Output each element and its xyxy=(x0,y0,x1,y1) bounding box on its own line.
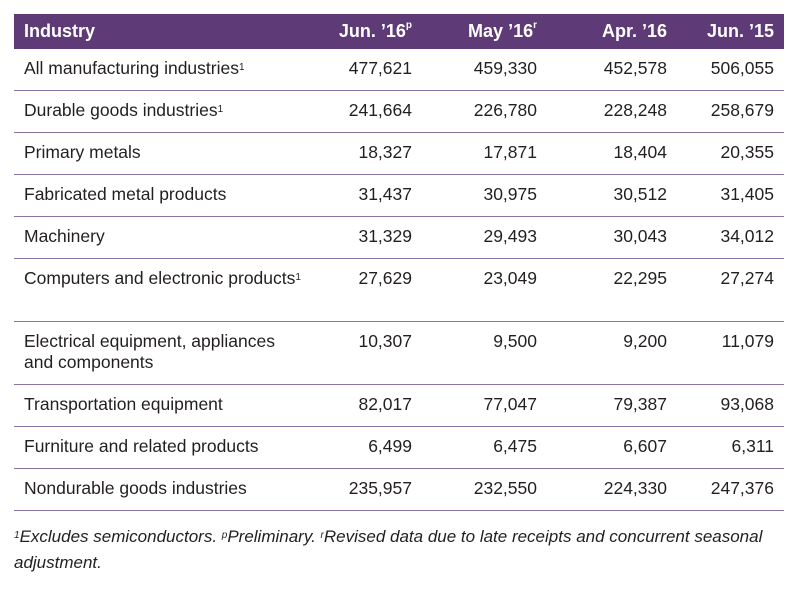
value-cell-apr-16: 228,248 xyxy=(547,90,677,133)
table-row: Durable goods industries1 241,664 226,780 2… xyxy=(14,90,784,133)
value-cell-jun-15: 6,311 xyxy=(677,426,784,469)
value-cell-jun-15: 20,355 xyxy=(677,132,784,175)
column-header-industry: Industry xyxy=(14,14,312,49)
industry-label: All manufacturing industries xyxy=(24,58,239,78)
industry-cell: Nondurable goods industries xyxy=(14,468,312,511)
table-row: Furniture and related products 6,499 6,475… xyxy=(14,426,784,469)
value-cell-apr-16: 79,387 xyxy=(547,384,677,427)
industry-cell: Machinery xyxy=(14,216,312,259)
value-cell-may-16: 6,475 xyxy=(422,426,547,469)
value-cell-apr-16: 9,200 xyxy=(547,321,677,385)
value-cell-jun-16: 6,499 xyxy=(312,426,422,469)
industry-label: Machinery xyxy=(24,226,105,246)
industry-label: Fabricated metal products xyxy=(24,184,227,204)
industry-label: Durable goods industries xyxy=(24,100,218,120)
value-cell-may-16: 30,975 xyxy=(422,174,547,217)
column-header-may-16: May ’16r xyxy=(422,14,547,49)
value-cell-apr-16: 22,295 xyxy=(547,258,677,322)
value-cell-jun-15: 93,068 xyxy=(677,384,784,427)
value-cell-jun-16: 31,329 xyxy=(312,216,422,259)
industry-cell: Fabricated metal products xyxy=(14,174,312,217)
value-cell-jun-15: 247,376 xyxy=(677,468,784,511)
industry-cell: Transportation equipment xyxy=(14,384,312,427)
industry-cell: Primary metals xyxy=(14,132,312,175)
table-body: All manufacturing industries1 477,621 459,… xyxy=(14,49,784,511)
industry-label: Electrical equipment, appliances and com… xyxy=(24,331,275,372)
value-cell-jun-15: 506,055 xyxy=(677,49,784,91)
footnote-marker: 1 xyxy=(217,104,224,115)
value-cell-may-16: 77,047 xyxy=(422,384,547,427)
table-row: Electrical equipment, appliances and com… xyxy=(14,321,784,385)
value-cell-apr-16: 6,607 xyxy=(547,426,677,469)
table-footnote: 1Excludes semiconductors. pPreliminary. … xyxy=(14,527,763,572)
value-cell-jun-16: 235,957 xyxy=(312,468,422,511)
value-cell-jun-15: 31,405 xyxy=(677,174,784,217)
value-cell-jun-16: 82,017 xyxy=(312,384,422,427)
value-cell-apr-16: 452,578 xyxy=(547,49,677,91)
industry-label: Transportation equipment xyxy=(24,394,223,414)
value-cell-may-16: 232,550 xyxy=(422,468,547,511)
table-row: Machinery 31,329 29,493 30,043 34,012 xyxy=(14,216,784,259)
footnote-marker: 1 xyxy=(295,272,301,283)
value-cell-may-16: 459,330 xyxy=(422,49,547,91)
table-row: Nondurable goods industries 235,957 232,55… xyxy=(14,468,784,511)
value-cell-may-16: 17,871 xyxy=(422,132,547,175)
table-row: Primary metals 18,327 17,871 18,404 20,355 xyxy=(14,132,784,175)
value-cell-jun-15: 34,012 xyxy=(677,216,784,259)
value-cell-may-16: 29,493 xyxy=(422,216,547,259)
industry-cell: Electrical equipment, appliances and com… xyxy=(14,321,312,385)
shipments-table: Industry Jun. ’16p May ’16r Apr. ’16 Jun… xyxy=(14,14,784,511)
value-cell-jun-15: 27,274 xyxy=(677,258,784,322)
value-cell-jun-16: 18,327 xyxy=(312,132,422,175)
value-cell-jun-15: 258,679 xyxy=(677,90,784,133)
value-cell-apr-16: 18,404 xyxy=(547,132,677,175)
value-cell-jun-16: 10,307 xyxy=(312,321,422,385)
industry-cell: Computers and electronic products1 xyxy=(14,258,312,322)
value-cell-apr-16: 30,512 xyxy=(547,174,677,217)
industry-cell: Furniture and related products xyxy=(14,426,312,469)
industry-cell: All manufacturing industries1 xyxy=(14,49,312,91)
value-cell-apr-16: 30,043 xyxy=(547,216,677,259)
table-row: All manufacturing industries1 477,621 459,… xyxy=(14,49,784,91)
table-header-row: Industry Jun. ’16p May ’16r Apr. ’16 Jun… xyxy=(14,14,784,49)
value-cell-jun-16: 27,629 xyxy=(312,258,422,322)
table-row: Fabricated metal products 31,437 30,975 30,… xyxy=(14,174,784,217)
industry-label: Furniture and related products xyxy=(24,436,259,456)
value-cell-jun-16: 31,437 xyxy=(312,174,422,217)
industry-label: Primary metals xyxy=(24,142,141,162)
shipments-table-container: Industry Jun. ’16p May ’16r Apr. ’16 Jun… xyxy=(14,14,784,511)
table-row: Transportation equipment 82,017 77,047 79,3… xyxy=(14,384,784,427)
column-header-jun-15: Jun. ’15 xyxy=(677,14,784,49)
footnote-marker: 1 xyxy=(238,62,245,73)
value-cell-jun-16: 241,664 xyxy=(312,90,422,133)
industry-cell: Durable goods industries1 xyxy=(14,90,312,133)
column-header-apr-16: Apr. ’16 xyxy=(547,14,677,49)
industry-label: Nondurable goods industries xyxy=(24,478,247,498)
value-cell-may-16: 9,500 xyxy=(422,321,547,385)
column-header-jun-16: Jun. ’16p xyxy=(312,14,422,49)
table-row: Computers and electronic products1 27,629… xyxy=(14,258,784,322)
value-cell-may-16: 226,780 xyxy=(422,90,547,133)
value-cell-may-16: 23,049 xyxy=(422,258,547,322)
value-cell-apr-16: 224,330 xyxy=(547,468,677,511)
value-cell-jun-16: 477,621 xyxy=(312,49,422,91)
industry-label: Computers and electronic products xyxy=(24,268,296,288)
value-cell-jun-15: 11,079 xyxy=(677,321,784,385)
